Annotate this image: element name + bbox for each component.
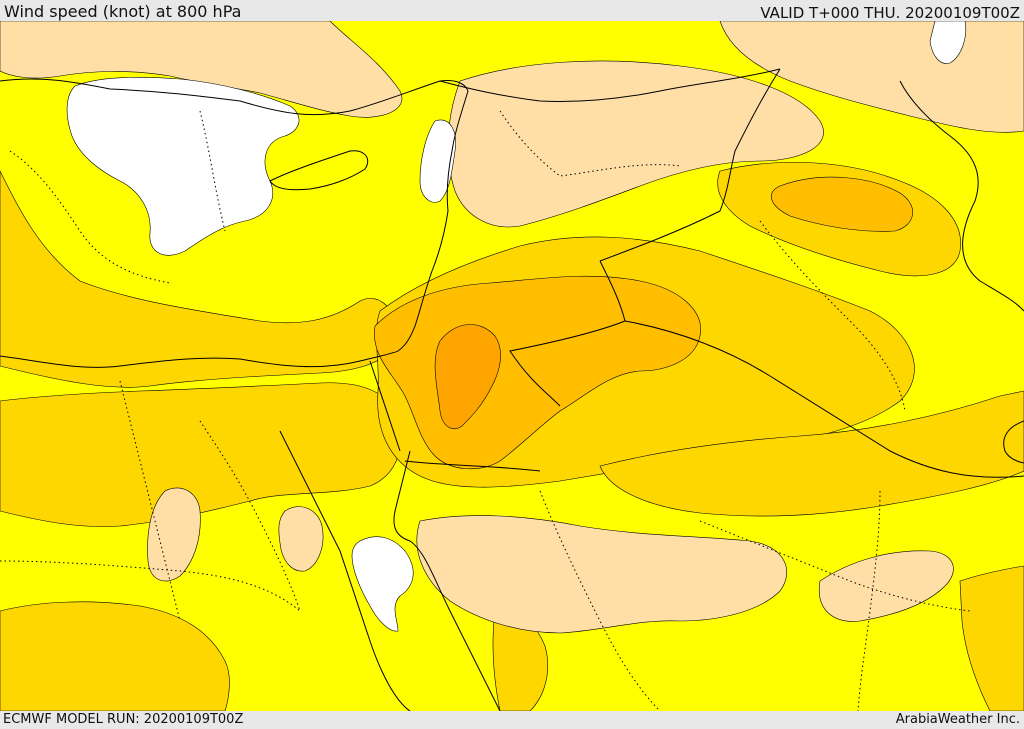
zone-fresh-sw bbox=[0, 382, 402, 527]
zone-light-nafud bbox=[416, 515, 788, 634]
province-line-saudi-3 bbox=[857, 490, 881, 711]
header-bar: Wind speed (knot) at 800 hPa VALID T+000… bbox=[0, 0, 1024, 21]
border-iraq-saudi bbox=[624, 320, 1024, 478]
zone-very-strong-core bbox=[434, 324, 501, 430]
island-cyprus bbox=[269, 150, 369, 191]
zone-calm-north-island bbox=[929, 21, 967, 64]
border-jordan-saudi bbox=[509, 260, 626, 407]
map-canvas bbox=[0, 21, 1024, 711]
border-jordan-south bbox=[404, 460, 541, 472]
coastline-turkey bbox=[0, 78, 469, 116]
province-line-iraq bbox=[759, 220, 906, 412]
province-line-egypt-2 bbox=[199, 420, 301, 612]
zone-strong-iraq bbox=[771, 176, 914, 232]
footer-bar: ECMWF MODEL RUN: 20200109T00Z ArabiaWeat… bbox=[0, 711, 1024, 729]
zone-light-east-arabia bbox=[818, 550, 954, 622]
coastline-red-sea-east bbox=[393, 450, 501, 711]
valid-time: VALID T+000 THU. 20200109T00Z bbox=[760, 4, 1020, 22]
coastline-red-sea-west bbox=[279, 430, 411, 711]
province-line-anatolia-2 bbox=[199, 110, 226, 232]
province-lines bbox=[0, 110, 971, 711]
zone-fresh-corner bbox=[959, 565, 1024, 711]
province-line-syria bbox=[499, 110, 681, 177]
zone-light-egypt bbox=[147, 487, 201, 582]
province-line-sudan bbox=[0, 560, 301, 612]
border-turkey-syria bbox=[439, 68, 781, 103]
zone-calm-anatolia bbox=[66, 76, 300, 256]
border-iraq-iran bbox=[899, 80, 1024, 312]
zone-light-sinai bbox=[278, 506, 324, 572]
credit-text: ArabiaWeather Inc. bbox=[895, 712, 1020, 727]
zone-light-turkey bbox=[0, 21, 403, 118]
wind-speed-map[interactable] bbox=[0, 21, 1024, 711]
zone-light-syria bbox=[447, 60, 824, 228]
coastline-egypt bbox=[0, 350, 399, 368]
coastline-levant bbox=[397, 90, 469, 352]
zone-fresh-southeast bbox=[599, 390, 1024, 517]
model-run: ECMWF MODEL RUN: 20200109T00Z bbox=[3, 712, 244, 727]
map-title: Wind speed (knot) at 800 hPa bbox=[4, 2, 242, 21]
zone-fresh-south bbox=[0, 601, 230, 711]
boundary-lines bbox=[0, 68, 1024, 711]
border-syria-iraq bbox=[599, 68, 781, 262]
zone-calm-sinai bbox=[351, 536, 414, 632]
coastline-gulf bbox=[1003, 420, 1024, 464]
border-egypt-sinai bbox=[369, 360, 401, 452]
province-line-anatolia-1 bbox=[9, 150, 171, 284]
